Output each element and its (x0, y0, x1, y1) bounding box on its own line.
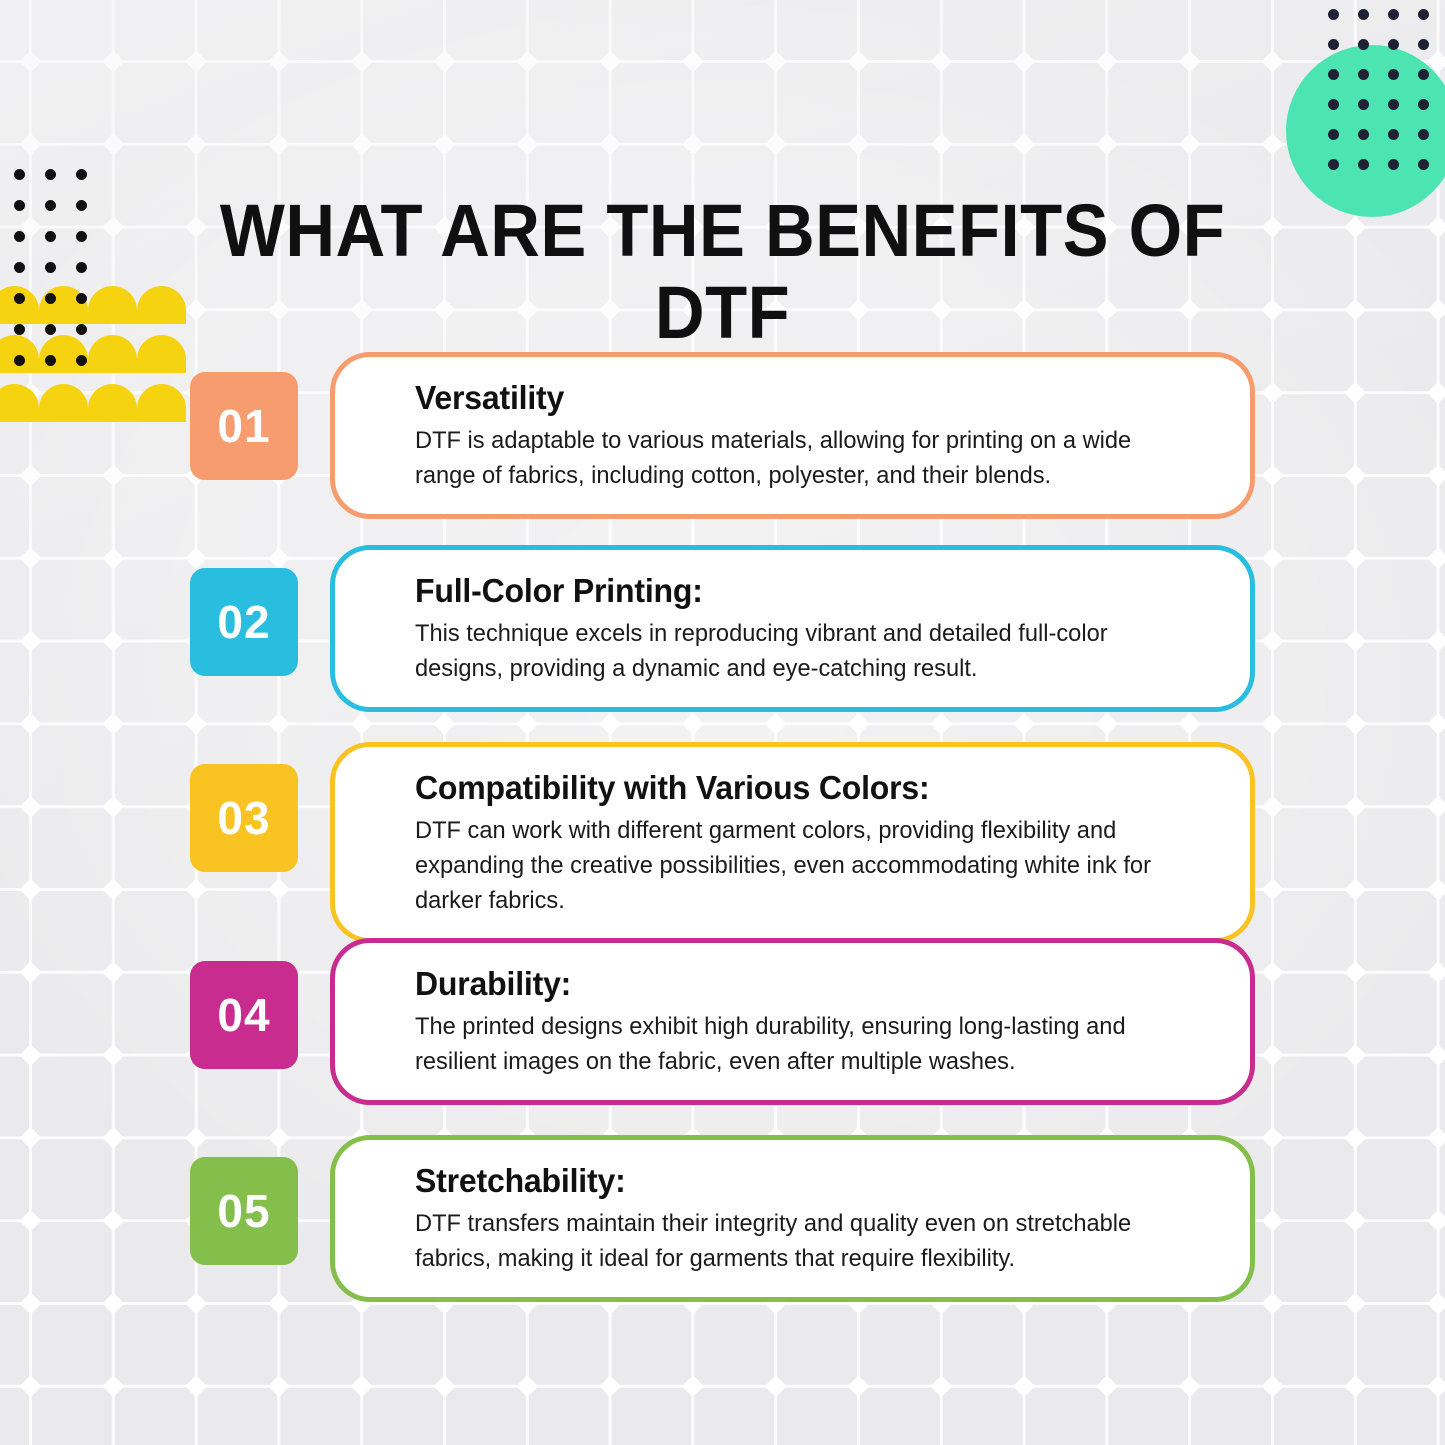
benefit-card-body: DTF can work with different garment colo… (415, 816, 1151, 914)
benefit-card[interactable]: Full-Color Printing: This technique excel… (330, 545, 1255, 712)
benefit-card-title: Versatility (415, 379, 565, 416)
decorative-dot (45, 169, 56, 180)
decorative-dot (1328, 69, 1339, 80)
decorative-dot (76, 200, 87, 211)
benefit-number-label: 02 (217, 596, 271, 648)
benefit-card[interactable]: Durability: The printed designs exhibit h… (330, 938, 1255, 1105)
benefit-card-body: The printed designs exhibit high durabil… (415, 1012, 1126, 1075)
decorative-dot (1358, 39, 1369, 50)
decorative-dot (76, 262, 87, 273)
decorative-dot (1388, 159, 1399, 170)
decorative-dot (1328, 159, 1339, 170)
decorative-dot (14, 355, 25, 366)
benefit-number-badge: 04 (190, 961, 298, 1069)
scallop-shape (39, 384, 88, 423)
scallop-shape (0, 286, 39, 325)
scallop-shape (137, 335, 186, 374)
benefit-card-body: DTF transfers maintain their integrity a… (415, 1209, 1132, 1272)
scallop-shape (137, 384, 186, 423)
decorative-dot (76, 293, 87, 304)
decorative-dot (1418, 39, 1429, 50)
scallop-shape (88, 286, 137, 325)
benefit-number-label: 04 (217, 989, 271, 1041)
benefit-number-label: 01 (217, 400, 271, 452)
decorative-dot (45, 293, 56, 304)
decorative-dot (1418, 159, 1429, 170)
decorative-dot (14, 200, 25, 211)
benefit-card-body: This technique excels in reproducing vib… (415, 619, 1108, 682)
decorative-dot (1388, 129, 1399, 140)
decorative-dot (1358, 69, 1369, 80)
decorative-dot (1358, 99, 1369, 110)
decorative-dot (45, 324, 56, 335)
decorative-dot (1418, 99, 1429, 110)
decorative-dot (1358, 129, 1369, 140)
benefit-card-body: DTF is adaptable to various materials, a… (415, 426, 1132, 489)
decorative-dot (14, 293, 25, 304)
benefit-number-label: 05 (217, 1185, 271, 1237)
scallop-shape (39, 335, 88, 374)
decorative-dot (1418, 129, 1429, 140)
benefit-card[interactable]: Versatility DTF is adaptable to various m… (330, 352, 1255, 519)
decorative-dot (14, 231, 25, 242)
decorative-dot (1328, 99, 1339, 110)
decorative-dot (1328, 39, 1339, 50)
decorative-dot (1358, 9, 1369, 20)
decorative-dot (45, 200, 56, 211)
scallop-shape (88, 335, 137, 374)
decorative-dot (14, 324, 25, 335)
decorative-dot (76, 355, 87, 366)
decorative-dot (1388, 39, 1399, 50)
benefit-number-badge: 05 (190, 1157, 298, 1265)
decorative-dot (1388, 9, 1399, 20)
benefit-card-title: Durability: (415, 965, 572, 1002)
decorative-dot (14, 262, 25, 273)
decorative-dot (76, 169, 87, 180)
benefit-number-badge: 01 (190, 372, 298, 480)
benefit-card-title: Compatibility with Various Colors: (415, 769, 930, 806)
benefit-card-title: Full-Color Printing: (415, 572, 703, 609)
benefit-card-title: Stretchability: (415, 1162, 626, 1199)
scallop-shape (88, 384, 137, 423)
benefit-number-badge: 03 (190, 764, 298, 872)
decorative-dot (1388, 99, 1399, 110)
decorative-dot (1328, 9, 1339, 20)
decorative-dot (45, 231, 56, 242)
decorative-dot (76, 324, 87, 335)
decorative-dot (1358, 159, 1369, 170)
decorative-dot (1418, 69, 1429, 80)
decorative-dot (14, 169, 25, 180)
benefit-card[interactable]: Compatibility with Various Colors: DTF ca… (330, 742, 1255, 944)
scallop-shape (137, 286, 186, 325)
decorative-dot (1388, 69, 1399, 80)
decorative-dot (45, 355, 56, 366)
decorative-dot (1418, 9, 1429, 20)
decorative-dot (1328, 129, 1339, 140)
decorative-dot (45, 262, 56, 273)
scallop-shape (0, 384, 39, 423)
benefit-number-badge: 02 (190, 568, 298, 676)
benefit-number-label: 03 (217, 792, 271, 844)
decorative-dot (76, 231, 87, 242)
scallop-shape (39, 286, 88, 325)
benefit-card[interactable]: Stretchability: DTF transfers maintain th… (330, 1135, 1255, 1302)
